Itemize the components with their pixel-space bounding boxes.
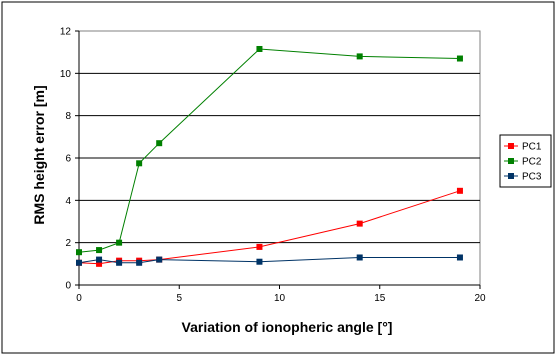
y-tick-label: 10 bbox=[60, 69, 72, 80]
data-point-pc3 bbox=[256, 258, 263, 265]
data-point-pc3 bbox=[456, 254, 463, 261]
series-line-pc2 bbox=[78, 48, 460, 253]
data-point-pc3 bbox=[356, 254, 363, 261]
y-tick-label: 8 bbox=[65, 111, 71, 122]
data-point-pc1 bbox=[256, 243, 263, 250]
legend-label-pc3: PC3 bbox=[522, 172, 542, 183]
series-line-pc1 bbox=[78, 190, 461, 265]
y-tick-label: 0 bbox=[65, 281, 71, 292]
x-axis-label: Variation of ionopheric angle [°] bbox=[182, 319, 393, 335]
legend-marker-pc3 bbox=[508, 173, 514, 179]
series-line-pc3 bbox=[78, 257, 460, 264]
data-point-pc2 bbox=[136, 160, 143, 167]
data-point-pc2 bbox=[356, 53, 363, 60]
y-axis-label: RMS height error [m] bbox=[31, 85, 47, 224]
data-point-pc1 bbox=[456, 187, 463, 194]
x-tick-label: 15 bbox=[374, 293, 386, 304]
data-point-pc2 bbox=[456, 55, 463, 62]
data-point-pc2 bbox=[96, 247, 103, 254]
data-point-pc2 bbox=[156, 140, 163, 147]
y-tick-label: 6 bbox=[65, 154, 71, 165]
legend-label-pc2: PC2 bbox=[522, 157, 542, 168]
data-point-pc1 bbox=[356, 220, 363, 227]
data-point-pc1 bbox=[96, 260, 103, 267]
x-tick-label: 5 bbox=[176, 293, 182, 304]
y-tick-label: 12 bbox=[60, 27, 72, 38]
legend: PC1 PC2 PC3 bbox=[499, 134, 552, 188]
data-point-pc3 bbox=[76, 259, 82, 266]
data-point-pc3 bbox=[116, 259, 123, 266]
legend-label-pc1: PC1 bbox=[522, 142, 542, 153]
x-tick-label: 10 bbox=[274, 293, 286, 304]
legend-marker-pc1 bbox=[508, 143, 514, 149]
y-tick-label: 2 bbox=[65, 238, 71, 249]
data-point-pc3 bbox=[156, 256, 163, 263]
y-tick-label: 4 bbox=[65, 196, 71, 207]
data-point-pc3 bbox=[96, 256, 103, 263]
x-tick-label: 20 bbox=[474, 293, 486, 304]
data-point-pc3 bbox=[136, 259, 143, 266]
x-tick-label: 0 bbox=[76, 293, 82, 304]
legend-marker-pc2 bbox=[508, 158, 514, 164]
data-point-pc2 bbox=[76, 249, 82, 256]
data-point-pc2 bbox=[116, 239, 123, 246]
data-point-pc2 bbox=[256, 45, 263, 52]
